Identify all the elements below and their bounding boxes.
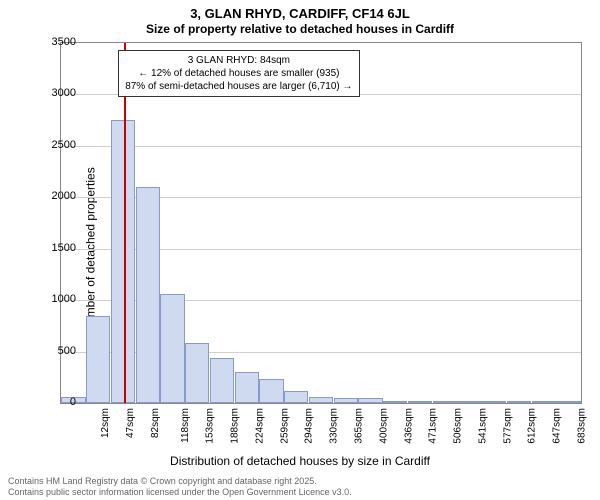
histogram-bar: [136, 187, 160, 403]
histogram-bar: [457, 401, 481, 403]
x-tick-label: 12sqm: [100, 408, 111, 438]
histogram-bar: [433, 401, 457, 403]
chart-container: 3, GLAN RHYD, CARDIFF, CF14 6JL Size of …: [0, 0, 600, 500]
chart-title-main: 3, GLAN RHYD, CARDIFF, CF14 6JL: [0, 6, 600, 21]
histogram-bar: [556, 401, 580, 403]
histogram-bar: [86, 316, 110, 403]
histogram-bar: [309, 397, 333, 403]
x-tick-label: 82sqm: [150, 408, 161, 438]
y-tick-label: 3000: [36, 87, 76, 99]
x-tick-label: 683sqm: [576, 408, 587, 444]
histogram-bar: [408, 401, 432, 403]
histogram-bar: [210, 358, 234, 403]
histogram-bar: [507, 401, 531, 403]
x-tick-label: 612sqm: [527, 408, 538, 444]
histogram-bar: [532, 401, 556, 403]
y-tick-label: 1500: [36, 242, 76, 254]
x-tick-label: 224sqm: [255, 408, 266, 444]
x-tick-label: 294sqm: [304, 408, 315, 444]
y-tick-label: 2500: [36, 139, 76, 151]
histogram-bar: [259, 379, 283, 403]
footer-line1: Contains HM Land Registry data © Crown c…: [8, 476, 317, 486]
histogram-bar: [235, 372, 259, 403]
histogram-bar: [334, 398, 358, 403]
x-tick-label: 330sqm: [329, 408, 340, 444]
x-tick-label: 365sqm: [354, 408, 365, 444]
annotation-line1: 3 GLAN RHYD: 84sqm: [188, 55, 290, 66]
y-tick-label: 0: [36, 396, 76, 408]
histogram-bar: [160, 294, 184, 403]
y-tick-label: 1000: [36, 293, 76, 305]
x-tick-label: 153sqm: [205, 408, 216, 444]
x-tick-label: 647sqm: [552, 408, 563, 444]
x-tick-label: 541sqm: [477, 408, 488, 444]
annotation-line3: 87% of semi-detached houses are larger (…: [125, 81, 352, 92]
y-tick-label: 2000: [36, 190, 76, 202]
histogram-bar: [284, 391, 308, 403]
x-tick-label: 506sqm: [453, 408, 464, 444]
histogram-bar: [383, 401, 407, 403]
x-tick-label: 118sqm: [180, 408, 191, 443]
chart-title-sub: Size of property relative to detached ho…: [0, 22, 600, 36]
grid-line: [61, 146, 581, 147]
x-tick-label: 47sqm: [125, 408, 136, 438]
footer-line2: Contains public sector information licen…: [8, 487, 352, 497]
x-tick-label: 400sqm: [378, 408, 389, 444]
footer-note: Contains HM Land Registry data © Crown c…: [8, 476, 352, 498]
x-tick-label: 259sqm: [279, 408, 290, 444]
y-tick-label: 3500: [36, 36, 76, 48]
y-tick-label: 500: [36, 345, 76, 357]
histogram-bar: [185, 343, 209, 403]
x-tick-label: 577sqm: [502, 408, 513, 444]
x-tick-label: 471sqm: [428, 408, 439, 444]
x-axis-label: Distribution of detached houses by size …: [0, 454, 600, 468]
x-tick-label: 436sqm: [403, 408, 414, 444]
histogram-bar: [358, 398, 382, 403]
x-tick-label: 188sqm: [230, 408, 241, 444]
plot-area: 3 GLAN RHYD: 84sqm ← 12% of detached hous…: [60, 42, 582, 404]
annotation-line2: ← 12% of detached houses are smaller (93…: [138, 68, 339, 79]
histogram-bar: [482, 401, 506, 403]
annotation-box: 3 GLAN RHYD: 84sqm ← 12% of detached hous…: [118, 50, 359, 97]
